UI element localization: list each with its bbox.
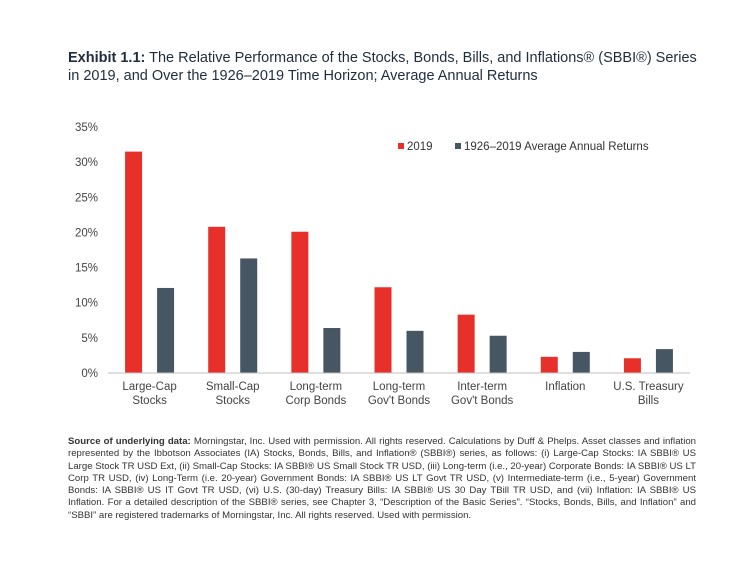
bar-2019	[208, 226, 226, 373]
bars	[125, 151, 673, 373]
x-tick-label: U.S. Treasury	[613, 381, 684, 393]
y-tick-label: 25%	[75, 192, 98, 204]
x-tick-label: Bills	[638, 395, 659, 407]
bar-2019	[623, 358, 641, 373]
bar-long-term-average	[406, 330, 424, 373]
x-tick-label: Small-Cap	[206, 381, 260, 393]
y-tick-label: 20%	[75, 227, 98, 239]
y-tick-label: 5%	[81, 333, 98, 345]
legend: 2019 1926–2019 Average Annual Returns	[398, 141, 649, 153]
y-axis-ticks: 0% 5% 10% 15% 20% 25% 30% 35%	[75, 122, 98, 380]
x-tick-label: Gov't Bonds	[368, 395, 431, 407]
x-tick-label: Large-Cap	[122, 381, 176, 393]
bar-long-term-average	[157, 287, 175, 373]
x-tick-label: Inflation	[545, 381, 585, 393]
legend-label: 1926–2019 Average Annual Returns	[464, 141, 649, 153]
x-tick-label: Corp Bonds	[285, 395, 346, 407]
x-tick-label: Long-term	[290, 381, 342, 393]
source-note-text: Morningstar, Inc. Used with permission. …	[68, 436, 696, 521]
x-tick-label: Stocks	[132, 395, 167, 407]
legend-label: 2019	[407, 141, 433, 153]
x-tick-label: Stocks	[215, 395, 250, 407]
legend-swatch	[455, 143, 461, 149]
x-tick-label: Gov't Bonds	[451, 395, 514, 407]
y-tick-label: 10%	[75, 298, 98, 310]
bar-2019	[125, 151, 143, 373]
y-tick-label: 30%	[75, 157, 98, 169]
x-axis-labels: Large-Cap Stocks Small-Cap Stocks Long-term C…	[122, 381, 683, 407]
y-tick-label: 0%	[81, 368, 98, 380]
source-note: Source of underlying data: Morningstar, …	[68, 436, 696, 522]
bar-2019	[291, 231, 309, 373]
bar-long-term-average	[489, 335, 507, 373]
bar-long-term-average	[240, 258, 258, 373]
exhibit-title: Exhibit 1.1: The Relative Performance of…	[68, 49, 708, 85]
y-tick-label: 15%	[75, 263, 98, 275]
legend-swatch	[398, 143, 404, 149]
y-tick-label: 35%	[75, 122, 98, 134]
bar-long-term-average	[655, 349, 673, 373]
bar-2019	[374, 287, 392, 373]
bar-2019	[540, 356, 558, 373]
x-tick-label: Inter-term	[457, 381, 507, 393]
exhibit-title-text: The Relative Performance of the Stocks, …	[68, 50, 697, 84]
bar-long-term-average	[323, 328, 341, 373]
exhibit-label: Exhibit 1.1:	[68, 50, 146, 66]
bar-chart: 0% 5% 10% 15% 20% 25% 30% 35% Large-Cap Stocks Sm…	[75, 122, 690, 407]
source-note-label: Source of underlying data:	[68, 436, 191, 447]
x-tick-label: Long-term	[373, 381, 425, 393]
bar-long-term-average	[572, 351, 590, 373]
bar-2019	[457, 314, 475, 373]
